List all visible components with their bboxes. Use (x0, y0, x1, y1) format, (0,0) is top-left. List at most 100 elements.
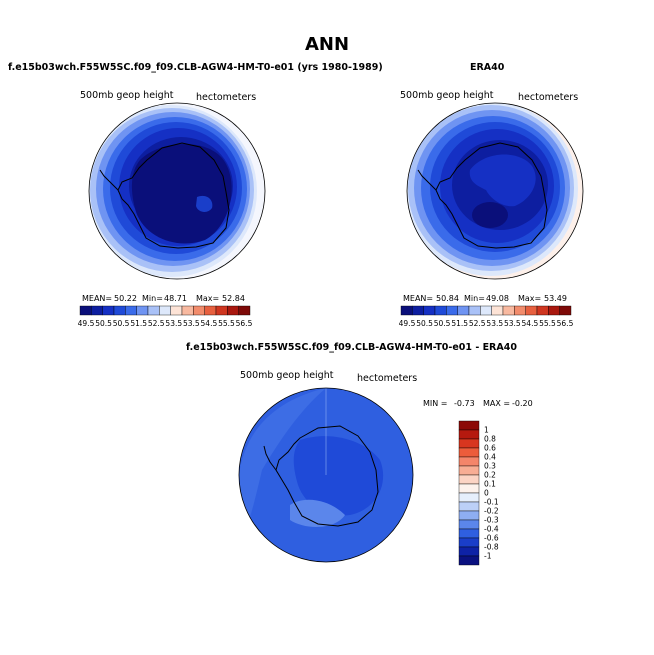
panel1-coastline (117, 142, 230, 249)
panel2-boundary (406, 102, 584, 280)
panel3-boundary (238, 387, 414, 563)
panel2-mean-label: MEAN= (403, 294, 434, 303)
panel3-colorbar-swatch (458, 519, 480, 530)
panel3-colorbar-swatch (458, 465, 480, 476)
panel1-colorbar-tick-label: 55.5 (218, 319, 235, 328)
panel2-high (469, 154, 536, 207)
panel2-colorbar-tick-label: 55.5 (539, 319, 556, 328)
panel2-colorbar-swatch (548, 305, 560, 316)
panel3-title: f.e15b03wch.F55W5SC.f09_f09.CLB-AGW4-HM-… (186, 342, 517, 353)
panel2-colorbar-swatch (480, 305, 492, 316)
panel1-colorbar-tick-label: 49.5 (78, 319, 95, 328)
panel3-colorbar-swatch (458, 555, 480, 566)
panel3-min-label: MIN = (423, 399, 448, 408)
panel3-map (238, 387, 414, 563)
panel1-colorbar-swatch (136, 305, 149, 316)
panel2-variable: 500mb geop height (400, 90, 494, 101)
panel2-map (406, 102, 584, 280)
panel2-core (472, 202, 508, 228)
panel2-colorbar-swatch (502, 305, 515, 316)
panel3-colorbar-swatch (458, 438, 480, 449)
panel2-max-label: Max= (518, 294, 542, 303)
panel3-max: -0.20 (512, 399, 533, 408)
panel2-max: 53.49 (544, 294, 567, 303)
panel3-colorbar-swatch (458, 483, 480, 494)
panel2-colorbar-swatch (400, 305, 413, 316)
panel2-colorbar-swatch (559, 305, 572, 316)
panel2-colorbar-swatch (536, 305, 549, 316)
panel1-mean: 50.22 (114, 294, 137, 303)
panel1-min: 48.71 (164, 294, 187, 303)
panel1-core (131, 143, 232, 244)
panel1-map (88, 102, 266, 280)
panel1-colorbar-swatch (181, 305, 194, 316)
panel2-colorbar-tick-label: 52.5 (469, 319, 486, 328)
panel1-colorbar-swatch (79, 305, 92, 316)
panel1-min-label: Min= (142, 294, 163, 303)
panel1-units: hectometers (196, 92, 257, 103)
panel3-colorbar-tick-label: 0 (484, 489, 489, 498)
panel3-colorbar-tick-label: -0.1 (484, 498, 499, 507)
panel1-colorbar-swatch (113, 305, 126, 316)
panel1-mean-label: MEAN= (82, 294, 113, 303)
panel1-colorbar-tick-label: 51.5 (130, 319, 147, 328)
panel1-max: 52.84 (222, 294, 245, 303)
panel2-coastline (435, 142, 548, 249)
panel3-colorbar-tick-label: -0.6 (484, 534, 499, 543)
panel3-colorbar-tick-label: 0.8 (484, 435, 496, 444)
panel1-colorbar-tick-label: 52.5 (148, 319, 165, 328)
panel2-colorbar-tick-label: 50.5 (434, 319, 451, 328)
panel3-min: -0.73 (454, 399, 475, 408)
panel1-colorbar-tick-label: 50.5 (95, 319, 112, 328)
figure-title: ANN (304, 34, 350, 55)
panel3-colorbar-tick-label: 0.3 (484, 462, 496, 471)
panel3-colorbar-swatch (458, 456, 480, 467)
panel1-colorbar-swatch (159, 305, 171, 316)
panel3-colorbar-tick-label: -0.4 (484, 525, 499, 534)
panel3-colorbar: 10.80.60.40.30.20.10-0.1-0.2-0.3-0.4-0.6… (458, 420, 499, 566)
panel1-colorbar-tick-label: 56.5 (236, 319, 253, 328)
panel2-colorbar-tick-label: 51.5 (451, 319, 468, 328)
panel2-colorbar-tick-label: 50.5 (416, 319, 433, 328)
panel3-colorbar-swatch (458, 420, 480, 431)
panel1-colorbar-swatch (170, 305, 183, 316)
panel3-colorbar-tick-label: -0.3 (484, 516, 499, 525)
panel2-colorbar: 49.5 50.5 50.5 51.5 52.5 53.5 53.5 54.5 55.5 56.5 (399, 305, 574, 328)
panel1-colorbar-swatch (125, 305, 137, 316)
panel3-peninsula (263, 445, 277, 471)
panel3-variable: 500mb geop height (240, 370, 334, 381)
panel1-boundary (88, 102, 266, 280)
panel1-peninsula (99, 169, 119, 191)
panel1-colorbar-swatch (238, 305, 251, 316)
panel2-colorbar-swatch (468, 305, 481, 316)
panel2-title: ERA40 (470, 62, 505, 73)
panel3-max-label: MAX = (483, 399, 511, 408)
panel1-colorbar-tick-label: 53.5 (183, 319, 200, 328)
panel2-colorbar-swatch (525, 305, 538, 316)
panel1-colorbar-swatch (91, 305, 103, 316)
panel1-colorbar-tick-label: 53.5 (165, 319, 182, 328)
panel3-colorbar-swatch (458, 528, 480, 539)
panel2-colorbar-tick-label: 54.5 (522, 319, 539, 328)
panel2-colorbar-tick-label: 53.5 (486, 319, 503, 328)
panel1-colorbar-swatch (193, 305, 205, 316)
panel2-colorbar-swatch (412, 305, 424, 316)
panel1-colorbar-swatch (227, 305, 239, 316)
panel3-colorbar-swatch (458, 546, 480, 557)
panel1-colorbar: 49.5 50.5 50.5 51.5 52.5 53.5 53.5 54.5 55.5 56.5 (78, 305, 253, 328)
panel1-colorbar-swatch (147, 305, 160, 316)
panel2-units: hectometers (518, 92, 579, 103)
panel3-colorbar-tick-label: -1 (484, 552, 492, 561)
panel3-colorbar-tick-label: -0.8 (484, 543, 499, 552)
panel2-colorbar-swatch (446, 305, 458, 316)
panel1-colorbar-tick-label: 50.5 (113, 319, 130, 328)
panel3-colorbar-swatch (458, 537, 480, 548)
panel3-colorbar-tick-label: -0.2 (484, 507, 499, 516)
panel2-colorbar-swatch (423, 305, 436, 316)
panel2-mean: 50.84 (436, 294, 459, 303)
panel1-pocket (196, 195, 213, 212)
panel2-colorbar-swatch (491, 305, 504, 316)
panel3-colorbar-tick-label: 0.6 (484, 444, 496, 453)
panel1-colorbar-swatch (215, 305, 228, 316)
